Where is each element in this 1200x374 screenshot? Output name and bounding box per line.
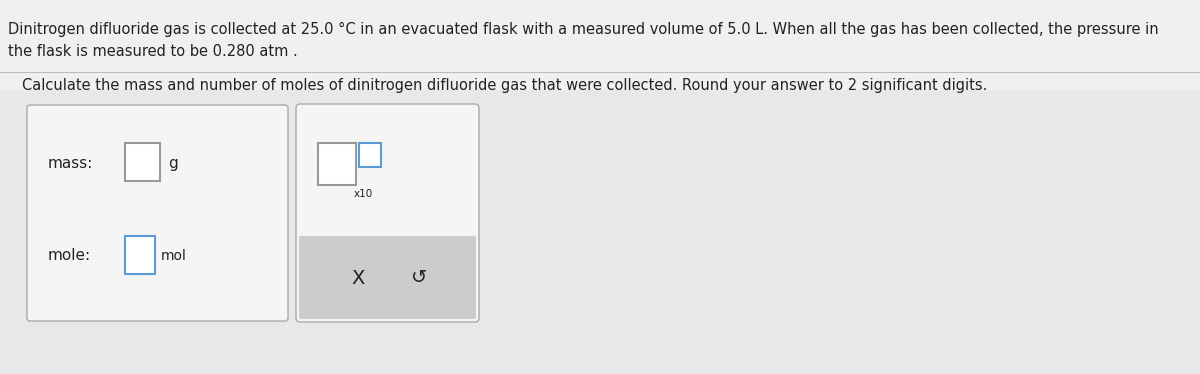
Text: X: X — [352, 269, 365, 288]
Bar — [318, 143, 356, 185]
FancyBboxPatch shape — [28, 105, 288, 321]
Text: the flask is measured to be 0.280 atm .: the flask is measured to be 0.280 atm . — [8, 44, 298, 59]
Text: ↺: ↺ — [410, 269, 427, 288]
Bar — [125, 236, 155, 274]
Text: x10: x10 — [354, 189, 373, 199]
Text: g: g — [168, 156, 178, 171]
Text: mol: mol — [161, 249, 187, 263]
Bar — [359, 143, 382, 167]
Text: mass:: mass: — [48, 156, 94, 171]
FancyBboxPatch shape — [296, 104, 479, 322]
Text: Calculate the mass and number of moles of dinitrogen difluoride gas that were co: Calculate the mass and number of moles o… — [22, 78, 988, 93]
Text: Dinitrogen difluoride gas is collected at 25.0 °C in an evacuated flask with a m: Dinitrogen difluoride gas is collected a… — [8, 22, 1159, 37]
FancyBboxPatch shape — [299, 236, 476, 319]
Text: mole:: mole: — [48, 248, 91, 264]
Bar — [0, 0, 1200, 90]
Bar — [125, 143, 160, 181]
